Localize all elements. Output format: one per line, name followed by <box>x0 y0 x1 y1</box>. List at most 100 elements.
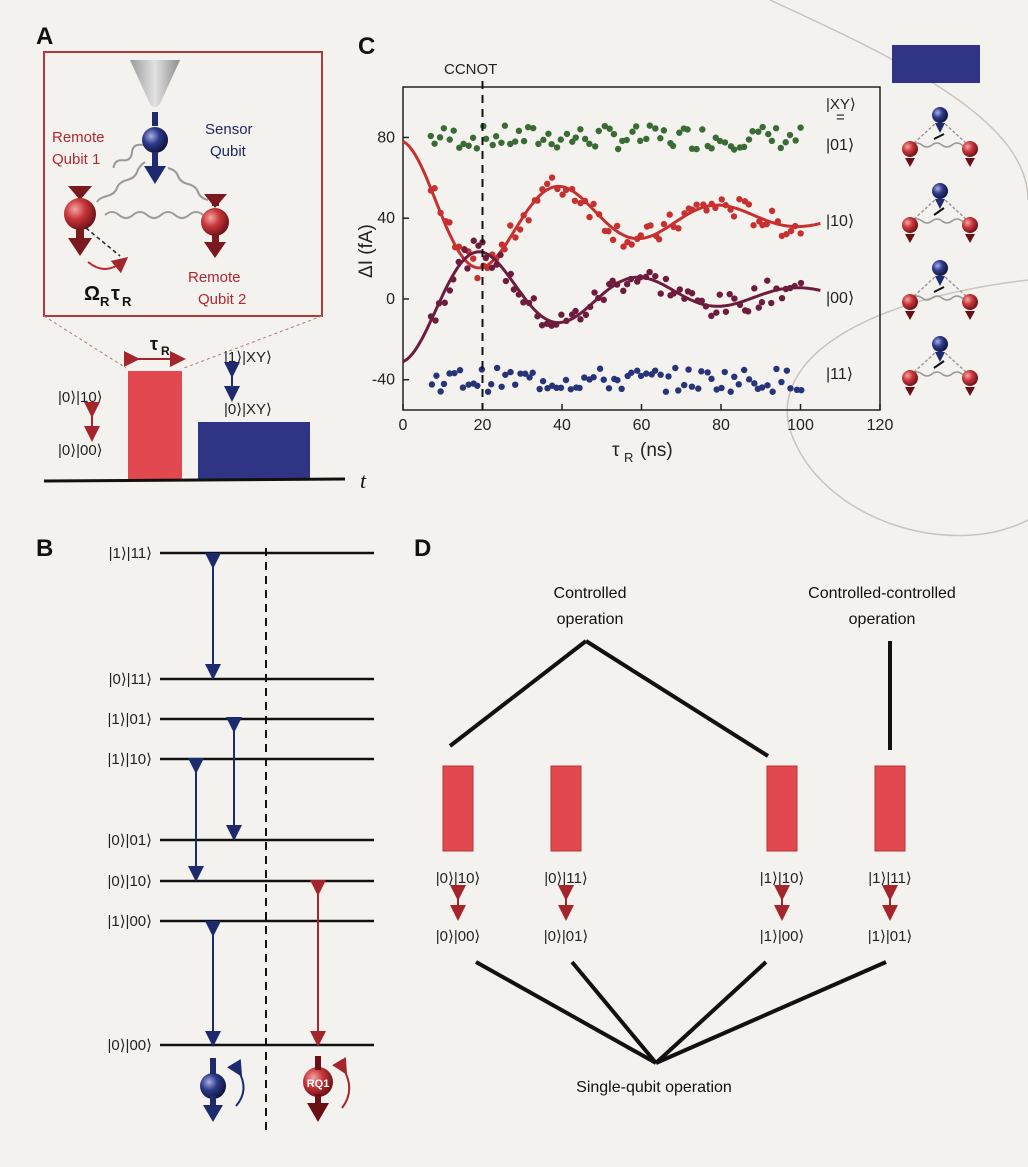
data-point <box>591 289 598 296</box>
data-point <box>614 376 621 384</box>
tau-subscript: R <box>122 294 132 309</box>
data-point <box>470 237 477 244</box>
chart-title: CCNOT <box>444 61 497 78</box>
zoom-line-left <box>43 315 127 369</box>
pulse-tau-symbol: τ <box>150 334 158 354</box>
data-point <box>652 272 659 280</box>
data-point <box>440 380 448 388</box>
data-point <box>623 136 630 144</box>
series-group <box>428 364 805 395</box>
data-point <box>620 243 627 250</box>
data-point <box>787 227 795 235</box>
data-point <box>601 122 609 130</box>
data-point <box>768 299 775 307</box>
pulse-state-bottom: |0⟩|00⟩ <box>436 928 481 945</box>
data-point <box>502 371 509 378</box>
red-pulse-state-top: |0⟩|10⟩ <box>58 389 103 406</box>
data-point <box>581 374 588 381</box>
data-point <box>609 236 617 244</box>
data-point <box>591 143 599 150</box>
data-point <box>489 141 496 149</box>
data-point <box>535 140 542 148</box>
data-point <box>464 265 471 272</box>
data-point <box>525 217 532 224</box>
data-point <box>536 385 543 393</box>
data-point <box>768 137 776 145</box>
data-point <box>657 135 664 142</box>
data-point <box>740 143 748 151</box>
data-point <box>590 200 597 208</box>
data-point <box>492 133 500 140</box>
data-point <box>722 308 730 315</box>
data-point <box>567 386 575 393</box>
data-point <box>786 131 794 139</box>
fit-curve <box>402 250 821 363</box>
omega-symbol: Ω <box>84 283 100 305</box>
panel-letter-a: A <box>36 23 53 50</box>
data-point <box>777 144 784 152</box>
pulse-state-top: |0⟩|10⟩ <box>436 870 481 887</box>
operation-pulse <box>874 765 906 852</box>
tree-line-s3 <box>654 960 768 1065</box>
data-point <box>553 384 560 392</box>
data-point <box>596 365 604 372</box>
data-point <box>517 370 524 377</box>
fit-curve <box>402 140 821 270</box>
y-tick-label: 0 <box>386 291 395 308</box>
data-point <box>502 277 510 285</box>
pulse-state-bottom: |0⟩|01⟩ <box>544 928 589 945</box>
data-point <box>484 388 492 395</box>
data-point <box>727 388 734 395</box>
data-point <box>553 144 561 151</box>
data-point <box>749 128 756 135</box>
data-point <box>758 384 766 391</box>
data-point <box>543 180 551 188</box>
data-point <box>548 174 556 181</box>
data-point <box>498 383 505 390</box>
data-point <box>758 299 766 306</box>
data-point <box>660 220 668 228</box>
data-point <box>473 145 481 152</box>
data-point <box>637 372 645 380</box>
panel-letter-d: D <box>414 535 431 562</box>
panel-letter-c: C <box>358 33 375 60</box>
data-point <box>482 135 490 143</box>
pulse-state-top: |1⟩|11⟩ <box>868 870 911 887</box>
data-point <box>613 222 621 230</box>
mini-qubit-icon <box>902 260 978 320</box>
data-point <box>609 277 616 285</box>
data-point <box>675 387 682 394</box>
data-point <box>783 367 791 374</box>
data-point <box>628 369 635 376</box>
rotation-arrow <box>87 256 129 274</box>
data-point <box>792 137 799 144</box>
data-point <box>529 124 537 132</box>
energy-level-label: |0⟩|10⟩ <box>107 873 152 890</box>
data-point <box>768 207 776 215</box>
mini-qubit-icon <box>902 183 978 243</box>
y-tick-label: 80 <box>377 129 395 146</box>
energy-level-label: |1⟩|11⟩ <box>109 545 152 562</box>
operation-pulse <box>766 765 798 852</box>
data-point <box>437 388 444 395</box>
energy-level-label: |0⟩|01⟩ <box>107 832 152 849</box>
y-axis-title: ΔI (fA) <box>356 224 377 278</box>
data-point <box>684 126 691 133</box>
data-point <box>726 290 733 298</box>
data-point <box>436 134 444 141</box>
panel-b: B |1⟩|11⟩ |0⟩|11⟩ |1⟩|01⟩ |1⟩|10⟩ |0⟩|01⟩ |0⟩… <box>36 535 374 1135</box>
data-point <box>665 373 672 380</box>
data-point <box>764 277 771 284</box>
state-icons <box>902 107 978 396</box>
data-point <box>605 228 612 235</box>
data-point <box>470 255 477 262</box>
cc-label-1: Controlled-controlled <box>808 585 956 602</box>
data-point <box>688 290 696 297</box>
data-point <box>515 127 523 135</box>
series-state-label: |00⟩ <box>826 290 854 307</box>
data-point <box>548 140 555 148</box>
data-point <box>520 137 528 145</box>
zoom-line-right <box>183 315 323 369</box>
sensor-label-2: Qubit <box>210 143 247 160</box>
data-point <box>488 381 495 388</box>
